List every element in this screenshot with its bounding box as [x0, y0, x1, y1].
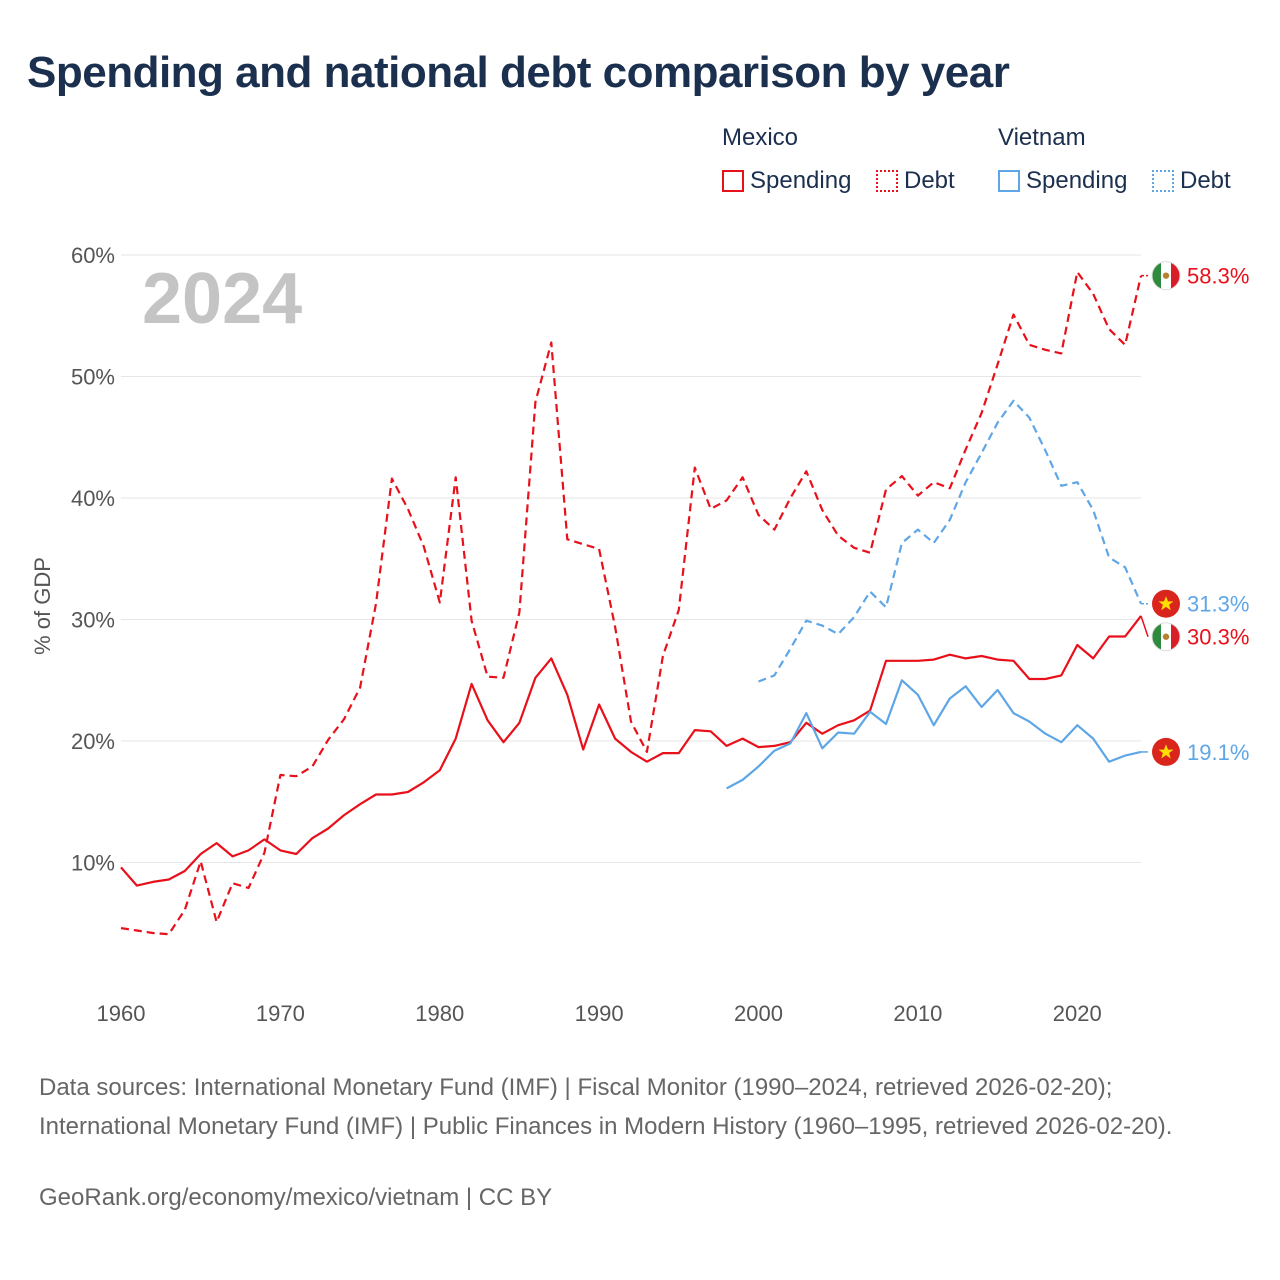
y-axis-label: % of GDP	[30, 557, 55, 655]
legend-label: Spending	[750, 167, 852, 194]
line-chart: 2024 % of GDP 10% 20% 30% 40% 50% 60% 1960 197…	[30, 243, 1249, 1026]
mexico-flag-icon	[1151, 622, 1181, 652]
x-tick-label: 2000	[734, 1001, 783, 1026]
data-sources: Data sources: International Monetary Fun…	[39, 1074, 1173, 1140]
x-tick-label: 1980	[415, 1001, 464, 1026]
end-value-label: 19.1%	[1187, 740, 1249, 765]
x-tick-label: 1960	[97, 1001, 146, 1026]
grid-lines	[121, 254, 1141, 863]
legend-label: Spending	[1026, 167, 1128, 194]
legend-swatch-solid	[722, 170, 744, 192]
vietnam-flag-icon	[1152, 737, 1180, 766]
x-tick-label: 2010	[893, 1001, 942, 1026]
legend-group-vietnam: Vietnam	[998, 124, 1086, 151]
legend-swatch-dotted	[876, 170, 898, 192]
legend-item-vietnam-spending[interactable]: Spending	[998, 166, 1127, 196]
y-tick-label: 30%	[71, 608, 115, 633]
mexico-flag-icon	[1151, 261, 1181, 291]
y-tick-label: 40%	[71, 486, 115, 511]
end-connector	[1140, 615, 1149, 637]
x-tick-label: 2020	[1053, 1001, 1102, 1026]
y-tick-label: 20%	[71, 729, 115, 754]
y-tick-label: 50%	[71, 365, 115, 390]
end-markers: 58.3% 31.3% 30.3% 19.1%	[1140, 261, 1249, 766]
series-line-vietnam-spending	[726, 679, 1142, 790]
vietnam-flag-icon	[1152, 589, 1180, 618]
legend-label: Debt	[1180, 167, 1231, 194]
series-lines	[120, 270, 1143, 936]
legend-swatch-solid	[998, 170, 1020, 192]
legend-group-mexico: Mexico	[722, 124, 799, 151]
legend-item-mexico-debt[interactable]: Debt	[876, 166, 955, 196]
year-watermark: 2024	[142, 259, 302, 339]
y-tick-label: 60%	[71, 243, 115, 268]
series-line-vietnam-debt	[758, 399, 1143, 683]
y-tick-label: 10%	[71, 851, 115, 876]
series-line-mexico-debt	[120, 270, 1143, 936]
legend-swatch-dotted	[1152, 170, 1174, 192]
end-value-label: 30.3%	[1187, 625, 1249, 650]
legend-item-vietnam-debt[interactable]: Debt	[1152, 166, 1231, 196]
end-value-label: 58.3%	[1187, 264, 1249, 289]
x-axis-ticks: 1960 1970 1980 1990 2000 2010 2020	[97, 1001, 1102, 1026]
end-value-label: 31.3%	[1187, 592, 1249, 617]
y-axis-ticks: 10% 20% 30% 40% 50% 60%	[71, 243, 115, 876]
legend-label: Debt	[904, 167, 955, 194]
series-line-mexico-spending	[120, 615, 1142, 887]
legend-item-mexico-spending[interactable]: Spending	[722, 166, 851, 196]
x-tick-label: 1970	[256, 1001, 305, 1026]
chart-title: Spending and national debt comparison by…	[27, 48, 1010, 97]
credit-link[interactable]: GeoRank.org/economy/mexico/vietnam | CC …	[39, 1184, 553, 1211]
x-tick-label: 1990	[575, 1001, 624, 1026]
